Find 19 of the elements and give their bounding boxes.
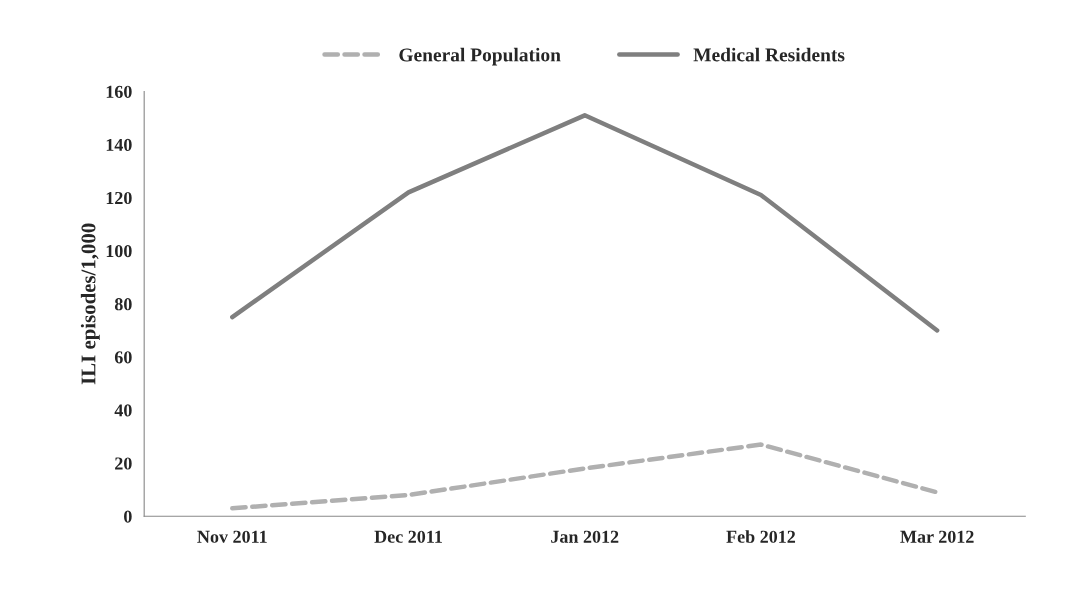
y-tick-label: 60	[114, 351, 132, 364]
y-tick-label: 120	[106, 191, 132, 205]
x-tick-label: Feb 2012	[726, 530, 796, 543]
y-tick-label: 40	[114, 404, 132, 417]
x-tick-label: Mar 2012	[900, 530, 974, 543]
y-tick-label: 0	[124, 510, 132, 523]
y-tick-label: 140	[106, 138, 132, 151]
line-series	[230, 442, 940, 511]
line-series	[230, 113, 940, 333]
y-axis-title: ILI episodes/1,000	[80, 223, 100, 385]
legend-label: Medical Residents	[693, 47, 845, 62]
x-tick-label: Jan 2012	[551, 530, 619, 543]
y-tick-label: 80	[114, 298, 132, 311]
x-tick-label: Nov 2011	[197, 530, 267, 543]
y-tick-label: 20	[115, 457, 132, 470]
x-tick-label: Dec 2011	[374, 530, 442, 543]
y-tick-label: 100	[106, 245, 132, 258]
legend-label: General Population	[399, 47, 561, 66]
y-tick-label: 160	[106, 85, 132, 98]
